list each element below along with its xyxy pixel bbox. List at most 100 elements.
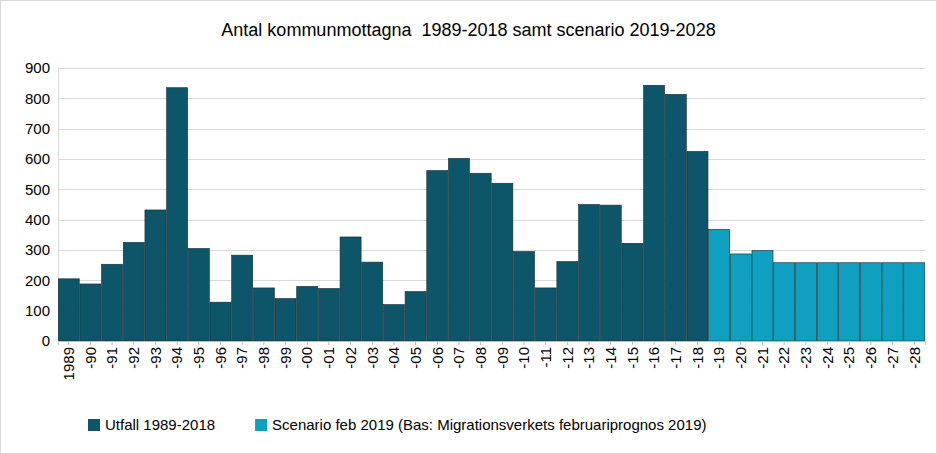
x-tick-mark: [242, 341, 243, 345]
x-tick-label: -07: [450, 347, 467, 369]
y-tick-label: 600: [25, 150, 50, 167]
x-tick-mark: [589, 341, 590, 345]
x-tick-mark: [849, 341, 850, 345]
x-tick-label: -15: [624, 347, 641, 369]
y-tick: 200: [25, 272, 58, 289]
bar: [362, 262, 383, 341]
x-tick: -12: [559, 341, 576, 369]
x-tick-label: -97: [233, 347, 250, 369]
x-tick: -27: [884, 341, 901, 369]
y-tick-label: 900: [25, 59, 50, 76]
x-tick: -13: [580, 341, 597, 369]
y-tick: 100: [25, 302, 58, 319]
x-tick: -00: [298, 341, 315, 369]
x-tick-label: -21: [754, 347, 771, 369]
x-tick-label: -08: [472, 347, 489, 369]
x-tick-label: -27: [884, 347, 901, 369]
x-tick: -09: [494, 341, 511, 369]
x-tick-mark: [740, 341, 741, 345]
bar: [579, 205, 600, 342]
y-tick-label: 100: [25, 302, 50, 319]
x-tick: -92: [125, 341, 142, 369]
x-tick-label: -04: [385, 347, 402, 369]
y-tick-label: 400: [25, 211, 50, 228]
bar: [145, 210, 166, 341]
x-tick-label: -22: [775, 347, 792, 369]
x-tick-mark: [458, 341, 459, 345]
x-tick-mark: [112, 341, 113, 345]
x-tick-mark: [307, 341, 308, 345]
x-tick: -93: [147, 341, 164, 369]
x-tick-label: 1989: [60, 347, 77, 380]
chart: Antal kommunmottagna 1989-2018 samt scen…: [0, 0, 937, 454]
series: [58, 85, 708, 341]
bar: [795, 263, 816, 341]
y-tick-label: 500: [25, 181, 50, 198]
x-tick-label: -06: [429, 347, 446, 369]
bar: [58, 279, 79, 341]
bar: [557, 262, 578, 341]
x-tick: -95: [190, 341, 207, 369]
bar: [752, 251, 773, 341]
x-tick: -99: [277, 341, 294, 369]
x-tick-label: -28: [906, 347, 923, 369]
x-tick-mark: [90, 341, 91, 345]
y-tick: 400: [25, 211, 58, 228]
x-tick-mark: [133, 341, 134, 345]
x-tick: -90: [82, 341, 99, 369]
chart-frame: [1, 1, 937, 454]
x-tick: -19: [710, 341, 727, 369]
x-tick-label: -93: [147, 347, 164, 369]
y-tick: 900: [25, 59, 58, 76]
grid-line: [58, 129, 925, 130]
bar: [167, 88, 188, 341]
x-tick: -08: [472, 341, 489, 369]
x-tick-mark: [350, 341, 351, 345]
grid-line: [58, 68, 925, 69]
x-tick: -94: [168, 341, 185, 369]
x-tick-label: -99: [277, 347, 294, 369]
x-tick: -05: [407, 341, 424, 369]
x-tick-label: -17: [667, 347, 684, 369]
x-tick-mark: [697, 341, 698, 345]
x-tick-label: -05: [407, 347, 424, 369]
x-tick: -28: [906, 341, 923, 369]
x-tick-label: -20: [732, 347, 749, 369]
bar: [600, 205, 621, 341]
x-tick-label: -02: [342, 347, 359, 369]
x-tick: -10: [515, 341, 532, 369]
x-tick-label: -13: [580, 347, 597, 369]
x-tick-label: -09: [494, 347, 511, 369]
bar: [904, 263, 925, 341]
x-axis-line: [59, 342, 926, 346]
x-tick: -20: [732, 341, 749, 369]
x-tick-mark: [285, 341, 286, 345]
x-tick-mark: [762, 341, 763, 345]
x-tick: -16: [645, 341, 662, 369]
y-tick: 500: [25, 181, 58, 198]
x-tick: -07: [450, 341, 467, 369]
x-tick-label: -03: [364, 347, 381, 369]
x-tick-mark: [437, 341, 438, 345]
x-tick: -23: [797, 341, 814, 369]
y-tick: 300: [25, 241, 58, 258]
y-axis: 0100200300400500600700800900: [25, 59, 59, 349]
bar: [405, 292, 426, 341]
x-tick-label: -01: [320, 347, 337, 369]
x-tick-label: -90: [82, 347, 99, 369]
bar: [882, 263, 903, 341]
x-tick-mark: [372, 341, 373, 345]
x-tick-label: -23: [797, 347, 814, 369]
legend-label: Scenario feb 2019 (Bas: Migrationsverket…: [272, 416, 706, 433]
x-tick-mark: [198, 341, 199, 345]
x-tick: -97: [233, 341, 250, 369]
x-tick: -03: [364, 341, 381, 369]
bar: [188, 248, 209, 341]
x-tick: -18: [689, 341, 706, 369]
x-tick: -98: [255, 341, 272, 369]
x-tick: -02: [342, 341, 359, 369]
x-tick-mark: [393, 341, 394, 345]
bar: [730, 254, 751, 341]
x-tick-mark: [68, 341, 69, 345]
x-tick-label: -24: [819, 347, 836, 369]
